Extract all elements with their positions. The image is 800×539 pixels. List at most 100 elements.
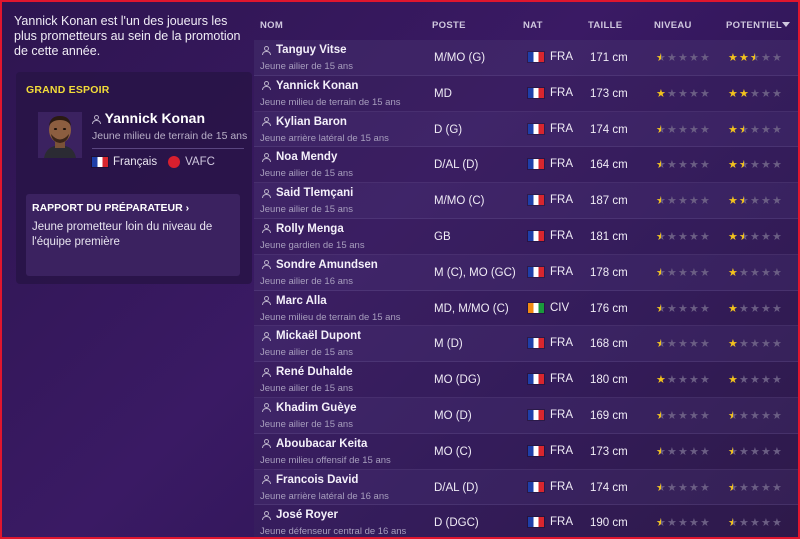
player-name[interactable]: Khadim Guèye [276, 401, 357, 414]
star-icon [750, 196, 760, 206]
player-name-cell[interactable]: Sondre Amundsen [262, 259, 378, 271]
potential-ability-stars [728, 160, 782, 170]
col-nationality[interactable]: NAT [523, 20, 543, 31]
player-name-cell[interactable]: José Royer [262, 509, 338, 521]
player-name[interactable]: Yannick Konan [276, 79, 359, 92]
potential-ability [728, 518, 782, 528]
player-name-text: Yannick Konan [104, 110, 205, 126]
star-icon [761, 160, 771, 170]
potential-ability-stars [728, 375, 782, 385]
player-name[interactable]: Noa Mendy [276, 151, 338, 164]
col-potential[interactable]: POTENTIEL [726, 20, 783, 31]
player-name-cell[interactable]: Mickaël Dupont [262, 330, 361, 342]
star-icon [656, 196, 666, 206]
potential-ability-stars [728, 339, 782, 349]
player-name[interactable]: Marc Alla [276, 294, 327, 307]
star-icon [656, 339, 666, 349]
col-current-ability[interactable]: NIVEAU [654, 20, 692, 31]
player-name-cell[interactable]: Noa Mendy [262, 151, 337, 163]
player-height: 173 cm [590, 87, 628, 100]
potential-ability [728, 268, 782, 278]
player-name[interactable]: Aboubacar Keita [276, 437, 368, 450]
star-icon [728, 268, 738, 278]
player-name-cell[interactable]: Yannick Konan [262, 80, 358, 92]
table-row[interactable]: Mickaël Dupont Jeune ailier de 15 ans M (D… [254, 326, 798, 363]
player-name-cell[interactable]: Tanguy Vitse [262, 44, 347, 56]
current-ability [656, 89, 710, 99]
star-icon [739, 196, 749, 206]
player-name-cell[interactable]: Aboubacar Keita [262, 438, 367, 450]
col-position[interactable]: POSTE [432, 20, 466, 31]
player-name-cell[interactable]: Khadim Guèye [262, 402, 357, 414]
player-name[interactable]: Mickaël Dupont [276, 330, 361, 343]
france-flag-icon [528, 266, 544, 277]
table-row[interactable]: Said Tlemçani Jeune ailier de 15 ans M/MO … [254, 183, 798, 219]
table-row[interactable]: Aboubacar Keita Jeune milieu offensif de … [254, 433, 798, 470]
player-name[interactable]: Said Tlemçani [276, 187, 354, 200]
club-name[interactable]: VAFC [185, 156, 215, 168]
france-flag-icon [528, 409, 544, 420]
star-icon [678, 232, 688, 242]
potential-ability [728, 304, 782, 314]
player-height: 190 cm [590, 517, 628, 530]
player-name[interactable]: Yannick Konan [92, 110, 205, 126]
table-row[interactable]: René Duhalde Jeune ailier de 15 ans MO (DG… [254, 362, 798, 398]
player-height: 174 cm [590, 481, 628, 494]
player-name[interactable]: René Duhalde [276, 366, 353, 379]
star-icon [739, 411, 749, 421]
player-nationality: FRA [528, 481, 573, 493]
table-row[interactable]: Kylian Baron Jeune arrière latéral de 15 … [254, 111, 798, 148]
star-icon [772, 125, 782, 135]
player-name-cell[interactable]: Marc Alla [262, 295, 327, 307]
player-height: 181 cm [590, 230, 628, 243]
table-row[interactable]: José Royer Jeune défenseur central de 16 … [254, 505, 798, 537]
col-height[interactable]: TAILLE [588, 20, 623, 31]
player-nationality: FRA [528, 373, 573, 385]
table-row[interactable]: Khadim Guèye Jeune ailier de 15 ans MO (D)… [254, 397, 798, 434]
chevron-down-icon[interactable] [782, 22, 790, 27]
col-name[interactable]: NOM [260, 20, 284, 31]
star-icon [739, 518, 749, 528]
player-name[interactable]: Kylian Baron [276, 115, 347, 128]
table-row[interactable]: Sondre Amundsen Jeune ailier de 16 ans M (… [254, 254, 798, 291]
person-icon [262, 45, 271, 55]
person-icon [262, 367, 271, 377]
person-icon [262, 475, 271, 485]
table-row[interactable]: Francois David Jeune arrière latéral de 1… [254, 469, 798, 506]
person-icon [262, 81, 271, 91]
player-name-cell[interactable]: Kylian Baron [262, 116, 347, 128]
star-icon [667, 304, 677, 314]
player-name[interactable]: Tanguy Vitse [276, 44, 347, 56]
star-icon [678, 53, 688, 63]
player-name[interactable]: Francois David [276, 473, 359, 486]
scout-report-title[interactable]: RAPPORT DU PRÉPARATEUR › [32, 202, 190, 214]
player-name-cell[interactable]: Francois David [262, 474, 358, 486]
table-row[interactable]: Marc Alla Jeune milieu de terrain de 15 a… [254, 290, 798, 327]
player-name-cell[interactable]: René Duhalde [262, 366, 353, 378]
player-nationality: FRA [528, 337, 573, 349]
table-row[interactable]: Yannick Konan Jeune milieu de terrain de … [254, 75, 798, 112]
nationality-code: FRA [550, 51, 573, 63]
player-role: Jeune ailier de 15 ans [260, 168, 353, 180]
table-row[interactable]: Noa Mendy Jeune ailier de 15 ans D/AL (D) F… [254, 147, 798, 184]
player-name[interactable]: José Royer [276, 509, 339, 522]
player-role: Jeune milieu de terrain de 15 ans [260, 96, 401, 108]
star-icon [750, 160, 760, 170]
table-row[interactable]: Tanguy Vitse Jeune ailier de 15 ans M/MO (… [254, 40, 798, 76]
current-ability-stars [656, 304, 710, 314]
star-icon [700, 339, 710, 349]
star-icon [667, 483, 677, 493]
person-icon [262, 296, 271, 306]
player-name[interactable]: Sondre Amundsen [276, 258, 378, 271]
star-icon [750, 339, 760, 349]
player-role: Jeune milieu de terrain de 15 ans [92, 130, 248, 142]
scout-report-box[interactable]: RAPPORT DU PRÉPARATEUR › Jeune prometteu… [26, 194, 240, 276]
player-name[interactable]: Rolly Menga [276, 222, 344, 235]
player-nationality: FRA [528, 123, 573, 135]
player-name-cell[interactable]: Rolly Menga [262, 223, 344, 235]
star-icon [689, 232, 699, 242]
star-icon [656, 304, 666, 314]
player-name-cell[interactable]: Said Tlemçani [262, 187, 353, 199]
table-row[interactable]: Rolly Menga Jeune gardien de 15 ans GB FRA 1… [254, 218, 798, 255]
star-icon [750, 89, 760, 99]
